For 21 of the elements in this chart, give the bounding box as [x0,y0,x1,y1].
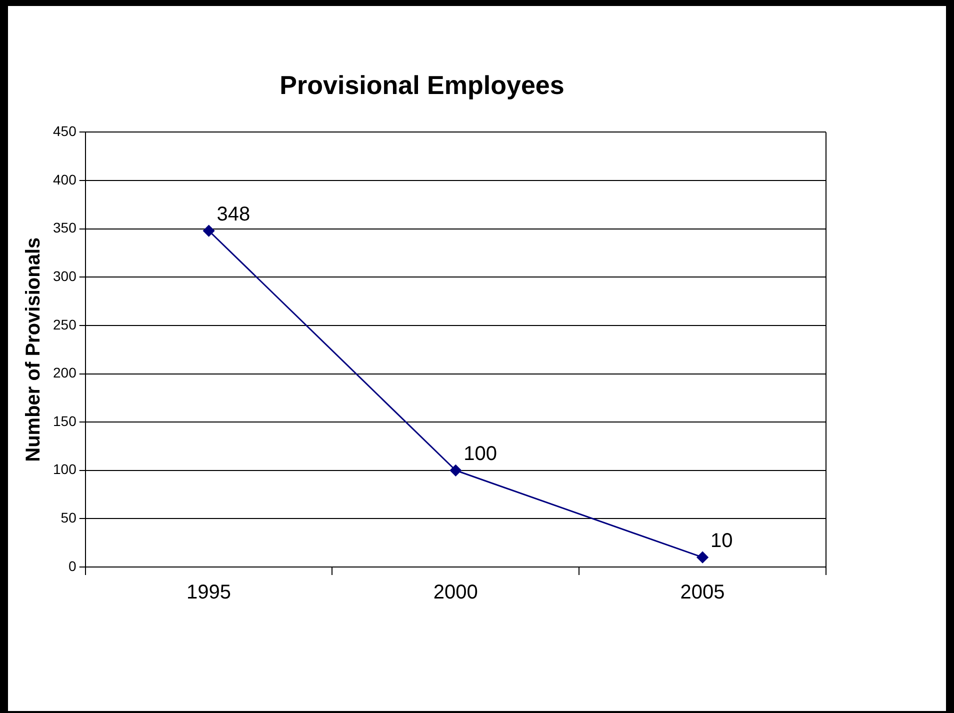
y-tick-label: 450 [53,123,77,140]
y-tick-label: 150 [53,412,77,429]
point [450,464,462,476]
point [203,225,215,237]
y-tick-label: 200 [53,364,77,381]
x-tick-label: 2005 [680,582,725,604]
y-axis-title: Number of Provisionals [22,237,45,462]
y-tick-label: 400 [53,171,77,188]
y-tick-label: 100 [53,461,77,478]
y-tick-label: 350 [53,220,77,236]
point [696,552,708,564]
y-tick-label: 50 [60,510,77,526]
y-tick-label: 0 [68,558,77,574]
data-label: 10 [710,530,733,552]
x-tick-label: 1995 [186,582,232,604]
y-tick-label: 250 [53,316,77,332]
data-label: 348 [216,203,250,226]
x-tick-label: 2000 [433,582,478,604]
chart-title: Provisional Employees [280,70,564,100]
data-label: 100 [464,442,498,465]
y-tick-label: 300 [53,268,77,284]
